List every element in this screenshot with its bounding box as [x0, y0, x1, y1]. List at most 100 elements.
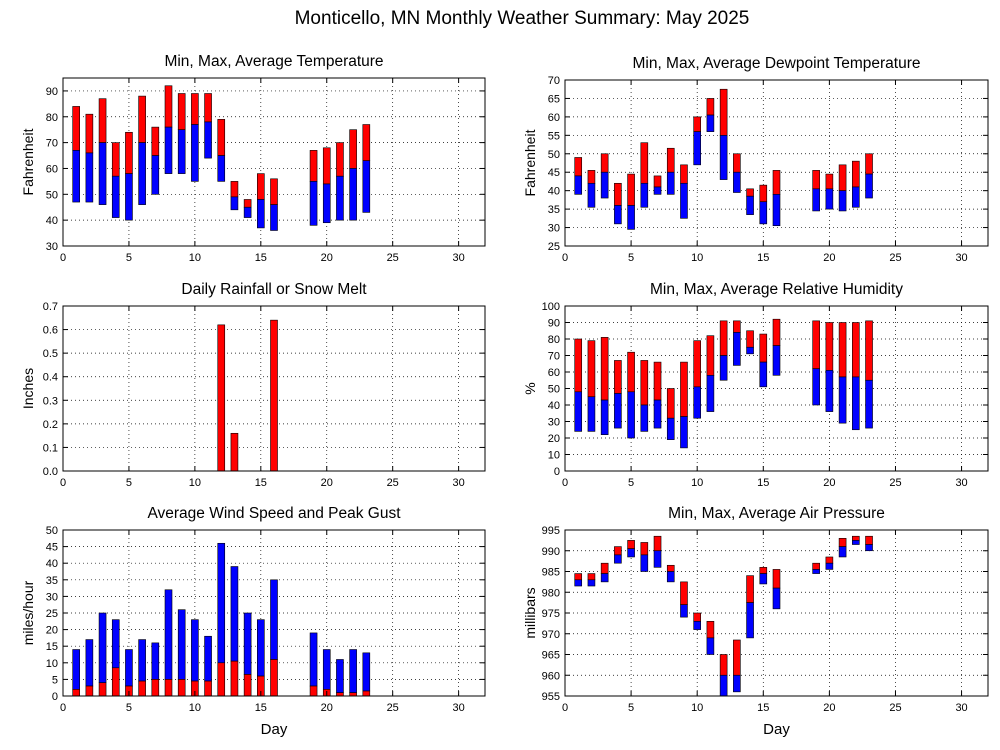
bar-max-segment — [164, 85, 173, 128]
bar-max-segment — [693, 116, 701, 132]
bar-min-segment — [111, 175, 120, 218]
x-tick-label: 15 — [757, 477, 769, 489]
y-tick-label: 10 — [548, 450, 560, 462]
chart-title: Min, Max, Average Temperature — [164, 53, 383, 70]
bar-max-segment — [640, 360, 649, 406]
bar-max-segment — [852, 160, 860, 188]
bar-min-segment — [865, 544, 873, 552]
bar-max-segment — [825, 556, 834, 564]
bar-min-segment — [614, 554, 622, 564]
bar-max-segment — [865, 320, 873, 381]
bar-peak-gust — [138, 639, 146, 682]
x-tick-label: 10 — [189, 477, 201, 489]
y-tick-label: 60 — [46, 163, 58, 175]
y-axis-label: Fahrenheit — [522, 129, 538, 196]
x-tick-label: 25 — [387, 252, 399, 264]
chart-pressure: Min, Max, Average Air Pressure 955 960 965 9… — [522, 505, 989, 738]
bar-max-segment — [719, 654, 728, 676]
bar-min-segment — [151, 155, 160, 195]
bar-peak-gust — [362, 652, 371, 692]
bar-max-segment — [587, 170, 596, 184]
bar-average-wind — [243, 674, 252, 697]
x-tick-label: 25 — [387, 702, 399, 714]
bar-max-segment — [574, 338, 583, 393]
y-tick-label: 20 — [46, 625, 58, 637]
bar-min-segment — [138, 142, 146, 205]
y-tick-label: 20 — [548, 433, 560, 445]
bar-max-segment — [653, 361, 662, 401]
bar-min-segment — [772, 194, 781, 227]
bar-min-segment — [322, 183, 331, 224]
bar-peak-gust — [125, 649, 133, 687]
bar-min-segment — [852, 540, 860, 545]
bar-min-segment — [640, 554, 649, 572]
bar-max-segment — [587, 573, 596, 581]
bar-peak-gust — [72, 649, 80, 690]
bar-min-segment — [825, 370, 834, 412]
bar-max-segment — [759, 184, 768, 203]
bar-max-segment — [852, 322, 860, 378]
bar-max-segment — [230, 181, 239, 198]
y-tick-label: 90 — [46, 86, 58, 98]
y-tick-label: 80 — [548, 334, 560, 346]
x-tick-label: 5 — [628, 252, 634, 264]
bar-min-segment — [653, 186, 662, 195]
bar-max-segment — [733, 153, 741, 173]
bar-peak-gust — [309, 632, 318, 687]
x-tick-label: 20 — [823, 702, 835, 714]
bar-min-segment — [600, 171, 609, 199]
chart-temperature: Min, Max, Average Temperature30405060708… — [20, 53, 486, 264]
bar-max-segment — [191, 93, 199, 125]
bar-average-wind — [204, 680, 212, 697]
y-tick-label: 70 — [548, 351, 560, 363]
x-tick-label: 0 — [60, 252, 66, 264]
bar-min-segment — [759, 573, 768, 585]
bar-min-segment — [838, 546, 847, 558]
bar-min-segment — [680, 416, 688, 449]
bar-max-segment — [600, 153, 609, 173]
bar-max-segment — [852, 535, 860, 541]
x-tick-label: 25 — [889, 477, 901, 489]
y-tick-label: 10 — [46, 658, 58, 670]
bar-peak-gust — [270, 579, 278, 660]
x-tick-label: 10 — [189, 252, 201, 264]
bar-max-segment — [574, 157, 583, 177]
y-tick-label: 965 — [542, 650, 560, 662]
y-tick-label: 0.4 — [43, 372, 58, 384]
bar-max-segment — [825, 322, 834, 371]
bar-min-segment — [838, 376, 847, 424]
bar-min-segment — [243, 206, 252, 218]
bar-max-segment — [653, 175, 662, 188]
y-tick-label: 40 — [548, 400, 560, 412]
bar-max-segment — [838, 164, 847, 191]
bar-peak-gust — [85, 639, 94, 687]
bar-min-segment — [706, 637, 715, 655]
bar-min-segment — [653, 399, 662, 429]
y-tick-label: 980 — [542, 587, 560, 599]
x-tick-label: 25 — [387, 477, 399, 489]
bar-min-segment — [706, 114, 715, 132]
bar-max-segment — [85, 113, 94, 154]
bar-max-segment — [706, 335, 715, 376]
bar-max-segment — [719, 88, 728, 136]
bar-min-segment — [693, 620, 701, 630]
x-tick-label: 5 — [628, 702, 634, 714]
bar-min-segment — [852, 376, 860, 431]
bar-min-segment — [230, 196, 239, 211]
bar-min-segment — [746, 602, 754, 639]
bar-max-segment — [812, 562, 820, 570]
bar-peak-gust — [349, 649, 357, 693]
y-tick-label: 50 — [46, 189, 58, 201]
bar-peak-gust — [217, 542, 226, 664]
bar-max-segment — [151, 126, 160, 156]
chart-title: Min, Max, Average Air Pressure — [668, 505, 885, 522]
bar-min-segment — [217, 155, 226, 182]
bar-peak-gust — [322, 649, 331, 690]
y-tick-label: 55 — [548, 130, 560, 142]
x-tick-label: 0 — [562, 702, 568, 714]
y-tick-label: 30 — [548, 417, 560, 429]
y-tick-label: 70 — [46, 138, 58, 150]
bar-min-segment — [125, 173, 133, 221]
